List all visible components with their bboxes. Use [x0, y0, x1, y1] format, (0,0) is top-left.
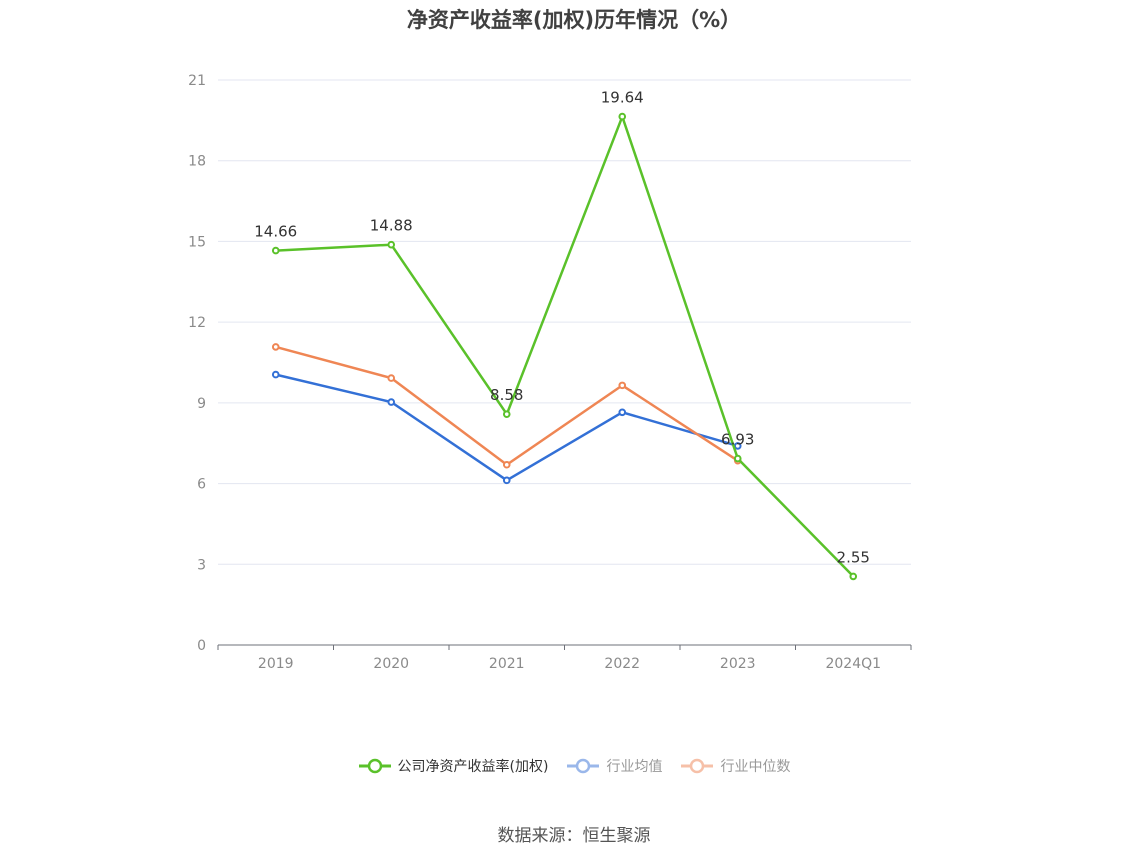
- legend-label: 行业均值: [606, 759, 663, 775]
- legend-swatch-icon: [358, 758, 391, 774]
- data-label: 14.88: [370, 217, 413, 235]
- legend-swatch-icon: [681, 758, 714, 774]
- legend-item[interactable]: 行业中位数: [680, 756, 790, 776]
- data-point: [733, 442, 742, 450]
- data-label: 19.64: [601, 89, 644, 107]
- y-tick-label: 6: [197, 477, 206, 493]
- x-tick-label: 2023: [720, 656, 756, 672]
- legend-swatch-icon: [567, 758, 600, 774]
- y-tick-label: 3: [197, 557, 206, 573]
- data-label: 14.66: [254, 223, 297, 241]
- legend-item[interactable]: 公司净资产收益率(加权): [358, 756, 549, 776]
- y-tick-label: 9: [197, 396, 206, 412]
- data-point: [733, 454, 742, 463]
- y-tick-label: 15: [188, 234, 206, 250]
- data-point: [502, 460, 511, 469]
- data-point: [271, 343, 280, 351]
- data-label: 6.93: [721, 431, 754, 449]
- source-note: 数据来源：恒生聚源: [497, 826, 651, 846]
- y-tick-label: 18: [188, 154, 206, 170]
- x-tick-label: 2021: [489, 656, 525, 672]
- x-tick-label: 2024Q1: [825, 656, 881, 672]
- series-line: [275, 345, 739, 466]
- y-tick-label: 21: [188, 73, 206, 89]
- data-point: [271, 370, 280, 379]
- data-point: [618, 408, 627, 417]
- data-point: [618, 381, 627, 390]
- legend-label: 公司净资产收益率(加权): [397, 759, 549, 775]
- y-tick-label: 12: [188, 315, 206, 331]
- legend: 公司净资产收益率(加权) 行业均值 行业中位数: [0, 756, 1148, 776]
- data-labels: 14.66 14.88 8.58 19.64 6.93 2.55: [254, 89, 870, 567]
- data-point: [387, 374, 396, 382]
- data-point: [502, 410, 511, 418]
- chart-title: 净资产收益率(加权)历年情况（%）: [406, 8, 742, 32]
- data-point: [387, 240, 396, 249]
- data-label: 8.58: [490, 386, 523, 404]
- grid-lines: [218, 79, 911, 565]
- series-line: [275, 115, 855, 578]
- data-point: [271, 246, 280, 255]
- axes: 0 3 6 9 12 15 18 21 2019 2020 2021 2022 2023 2024Q1: [188, 73, 912, 672]
- data-label: 2.55: [837, 548, 870, 566]
- legend-label: 行业中位数: [720, 759, 791, 775]
- data-point: [387, 398, 396, 406]
- series-lines: [271, 112, 858, 581]
- line-chart: 0 3 6 9 12 15 18 21 2019 2020 2021 2022 2023 2024Q1 1…: [188, 73, 912, 672]
- data-point: [849, 572, 858, 581]
- x-tick-label: 2022: [604, 656, 640, 672]
- y-tick-label: 0: [197, 638, 206, 654]
- x-tick-label: 2019: [258, 656, 294, 672]
- data-point: [618, 112, 627, 121]
- data-point: [502, 476, 511, 485]
- x-tick-label: 2020: [373, 656, 409, 672]
- legend-item[interactable]: 行业均值: [566, 756, 662, 776]
